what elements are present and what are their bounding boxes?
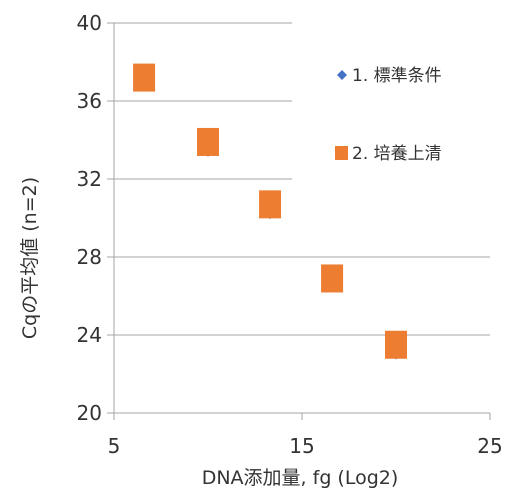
data-point-series-2 <box>197 127 219 156</box>
y-axis-title: Cqの平均値 (n=2) <box>19 177 41 339</box>
data-point-series-2 <box>321 264 344 293</box>
data-point-series-2 <box>259 190 282 219</box>
y-tick-label: 28 <box>77 245 102 269</box>
y-tick-label: 36 <box>77 89 102 113</box>
y-tick-label: 40 <box>77 11 102 35</box>
legend-label: 1. 標準条件 <box>352 66 442 86</box>
legend: 1. 標準条件 2. 培養上清 <box>335 66 442 164</box>
legend-marker-diamond <box>337 70 347 80</box>
y-tick-label: 32 <box>77 167 102 191</box>
x-tick-label: 25 <box>477 434 502 458</box>
data-point-series-2 <box>133 63 156 92</box>
x-tick-label: 15 <box>289 434 314 458</box>
x-axis-title: DNA添加量, fg (Log2) <box>202 467 399 489</box>
legend-label: 2. 培養上清 <box>352 144 442 164</box>
data-point-series-2 <box>385 330 407 359</box>
x-tick-label: 5 <box>108 434 121 458</box>
y-tick-label: 24 <box>77 323 102 347</box>
grid-lines <box>114 22 490 336</box>
legend-marker-square <box>335 146 348 160</box>
axes <box>107 22 491 420</box>
data-points <box>133 63 407 360</box>
y-tick-label: 20 <box>77 401 102 425</box>
tick-labels: 20 24 28 32 36 40 5 15 25 <box>77 11 503 458</box>
